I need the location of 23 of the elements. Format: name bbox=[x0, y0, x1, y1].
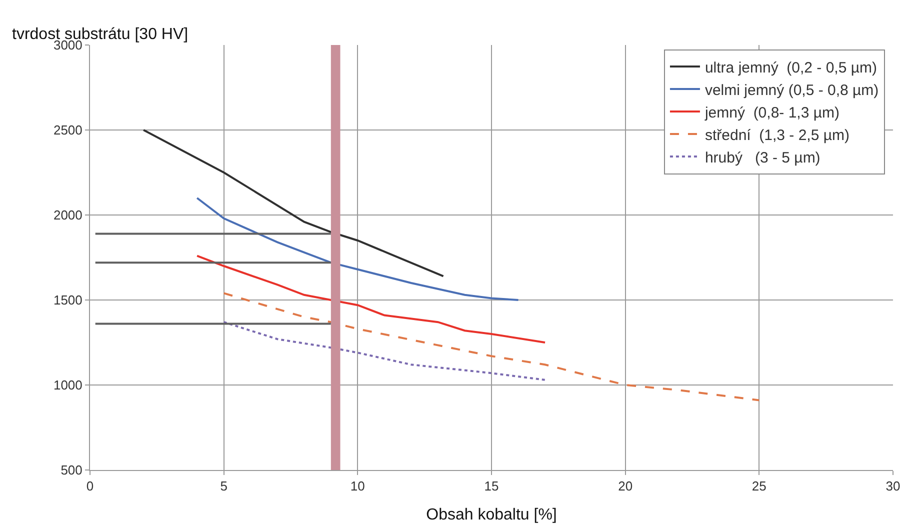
y-tick-label: 1500 bbox=[53, 292, 82, 308]
x-tick-label: 20 bbox=[618, 478, 633, 494]
y-tick-label: 500 bbox=[60, 462, 82, 478]
line-series bbox=[196, 197, 520, 301]
line-series bbox=[222, 292, 760, 402]
legend-label: střední (1,3 - 2,5 µm) bbox=[704, 126, 850, 144]
x-tick-label: 0 bbox=[86, 478, 94, 494]
x-tick-label: 15 bbox=[484, 478, 499, 494]
line-series bbox=[196, 254, 546, 344]
x-tick-label: 25 bbox=[752, 478, 766, 494]
x-tick-label: 30 bbox=[886, 478, 900, 494]
y-tick-label: 1000 bbox=[53, 378, 82, 393]
legend-label: jemný (0,8- 1,3 µm) bbox=[704, 104, 840, 122]
x-tick-label: 10 bbox=[350, 478, 365, 494]
legend-label: ultra jemný (0,2 - 0,5 µm) bbox=[704, 59, 877, 76]
line-series bbox=[222, 321, 546, 381]
line-series bbox=[142, 129, 444, 278]
legend-label: hrubý (3 - 5 µm) bbox=[704, 149, 820, 166]
x-tick-label: 5 bbox=[220, 478, 228, 494]
y-tick-label: 2000 bbox=[53, 208, 82, 223]
legend-label: velmi jemný (0,5 - 0,8 µm) bbox=[704, 82, 879, 99]
x-axis-title: Obsah kobaltu [%] bbox=[426, 506, 557, 524]
y-tick-label: 2500 bbox=[53, 122, 82, 138]
